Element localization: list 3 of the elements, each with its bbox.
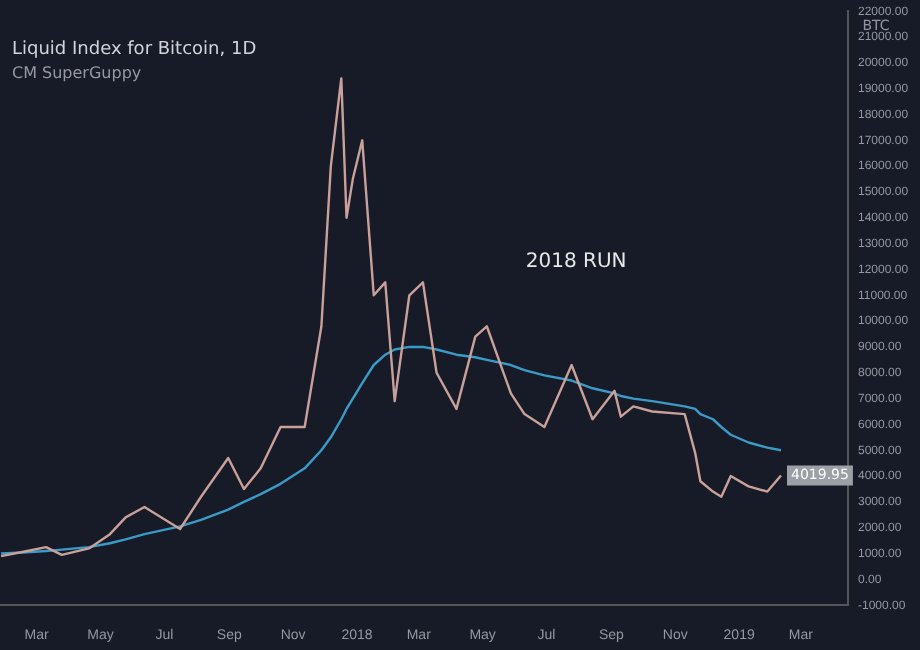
text: CM SuperGuppy: [12, 64, 142, 82]
annotation: 2018 RUN: [525, 250, 627, 273]
text: Liquid Index for Bitcoin, 1D: [12, 40, 257, 60]
